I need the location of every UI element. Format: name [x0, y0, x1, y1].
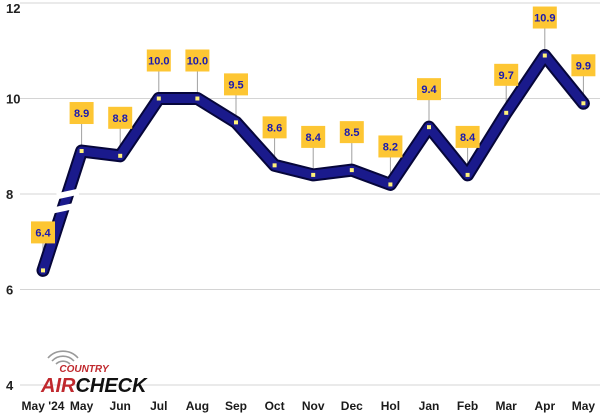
x-tick-label: Oct [265, 399, 285, 413]
data-label-box [455, 125, 480, 148]
data-point-marker [311, 172, 316, 177]
data-label-box [185, 49, 210, 72]
data-label: 8.4 [301, 125, 326, 148]
x-tick-label: Dec [341, 399, 363, 413]
x-axis-ticks: May '24 May Jun Jul Aug Sep Oct Nov Dec Hol Jan Feb… [22, 399, 596, 413]
data-label: 9.9 [571, 54, 596, 77]
data-label-text: 8.6 [267, 122, 282, 134]
data-label: 8.8 [108, 106, 133, 129]
axis-break-slash [51, 203, 75, 214]
data-label-box [69, 102, 94, 125]
data-point-marker [195, 96, 200, 101]
x-tick-label: Mar [496, 399, 518, 413]
data-label: 8.9 [69, 102, 94, 125]
data-label: 10.9 [532, 6, 557, 29]
x-tick-label: Jul [150, 399, 167, 413]
data-label: 9.4 [417, 78, 441, 101]
logo-air-text: AIR [40, 375, 76, 397]
data-label-box [224, 73, 248, 96]
data-point-marker [79, 149, 84, 154]
data-label-text: 8.4 [306, 132, 322, 144]
data-label-box [532, 6, 557, 29]
data-label-box [31, 221, 55, 244]
country-aircheck-logo: COUNTRY AIRCHECK [40, 350, 148, 397]
data-label-text: 10.0 [148, 56, 169, 68]
axis-break-mark [51, 188, 80, 214]
data-label-box [571, 54, 596, 77]
data-label-box [301, 125, 326, 148]
data-label-box [339, 121, 364, 144]
data-point-marker [272, 163, 277, 168]
x-tick-label: Aug [186, 399, 209, 413]
data-point-marker [388, 182, 393, 187]
data-label: 8.2 [378, 135, 403, 158]
x-tick-label: May [70, 399, 94, 413]
data-label-box [494, 63, 519, 86]
data-label-text: 10.0 [187, 56, 208, 68]
data-label-text: 8.8 [113, 113, 128, 125]
data-label-box [417, 78, 441, 101]
x-tick-label: May '24 [22, 399, 65, 413]
y-tick-label: 10 [6, 92, 20, 107]
data-label-text: 9.9 [576, 60, 591, 72]
data-point-marker [504, 110, 509, 115]
data-label-text: 6.4 [35, 227, 51, 239]
data-label: 8.6 [262, 116, 287, 139]
data-point-marker [349, 168, 354, 173]
data-label: 9.5 [224, 73, 248, 96]
data-label-box [108, 106, 133, 129]
x-tick-label: Hol [381, 399, 400, 413]
data-label: 8.5 [339, 121, 364, 144]
logo-country-text: COUNTRY [59, 364, 110, 375]
x-tick-label: Nov [302, 399, 325, 413]
x-tick-label: Jan [419, 399, 440, 413]
y-tick-label: 6 [6, 283, 13, 298]
data-label-text: 9.4 [421, 84, 437, 96]
point-markers [41, 53, 586, 273]
x-tick-label: Apr [534, 399, 555, 413]
logo-main-text: AIRCHECK [40, 375, 148, 397]
data-point-marker [465, 172, 470, 177]
data-point-marker [156, 96, 161, 101]
y-tick-label: 8 [6, 187, 13, 202]
data-point-marker [427, 125, 431, 130]
data-label: 9.7 [494, 63, 519, 86]
data-point-marker [542, 53, 547, 58]
x-tick-label: Feb [457, 399, 478, 413]
logo-check-text: CHECK [75, 375, 148, 397]
y-tick-label: 12 [6, 1, 20, 16]
data-label-text: 9.5 [228, 79, 243, 91]
gridlines [20, 2, 600, 386]
x-tick-label: Sep [225, 399, 247, 413]
axis-break-slash [56, 188, 80, 200]
data-label-text: 9.7 [499, 70, 514, 82]
data-label-text: 8.9 [74, 108, 89, 120]
y-tick-label: 4 [6, 378, 14, 393]
data-labels: 6.4 8.9 8.8 10.0 10.0 9.5 8.6 8.4 8.5 8.2 9.4 8.4 9.… [31, 6, 596, 244]
data-label-box [146, 49, 171, 72]
data-label-text: 8.5 [344, 127, 359, 139]
data-point-marker [581, 101, 586, 106]
data-label-text: 8.2 [383, 141, 398, 153]
data-label: 10.0 [185, 49, 210, 72]
data-label-text: 10.9 [534, 13, 555, 25]
data-label: 8.4 [455, 125, 480, 148]
data-label: 6.4 [31, 221, 55, 244]
data-point-marker [41, 268, 45, 273]
data-label-box [378, 135, 403, 158]
data-label-text: 8.4 [460, 132, 476, 144]
x-tick-label: Jun [110, 399, 131, 413]
data-point-marker [234, 120, 238, 125]
data-label-box [262, 116, 287, 139]
data-point-marker [118, 153, 123, 158]
x-tick-label: May [572, 399, 596, 413]
data-label: 10.0 [146, 49, 171, 72]
y-axis-ticks: 4 6 8 10 12 [6, 1, 20, 393]
